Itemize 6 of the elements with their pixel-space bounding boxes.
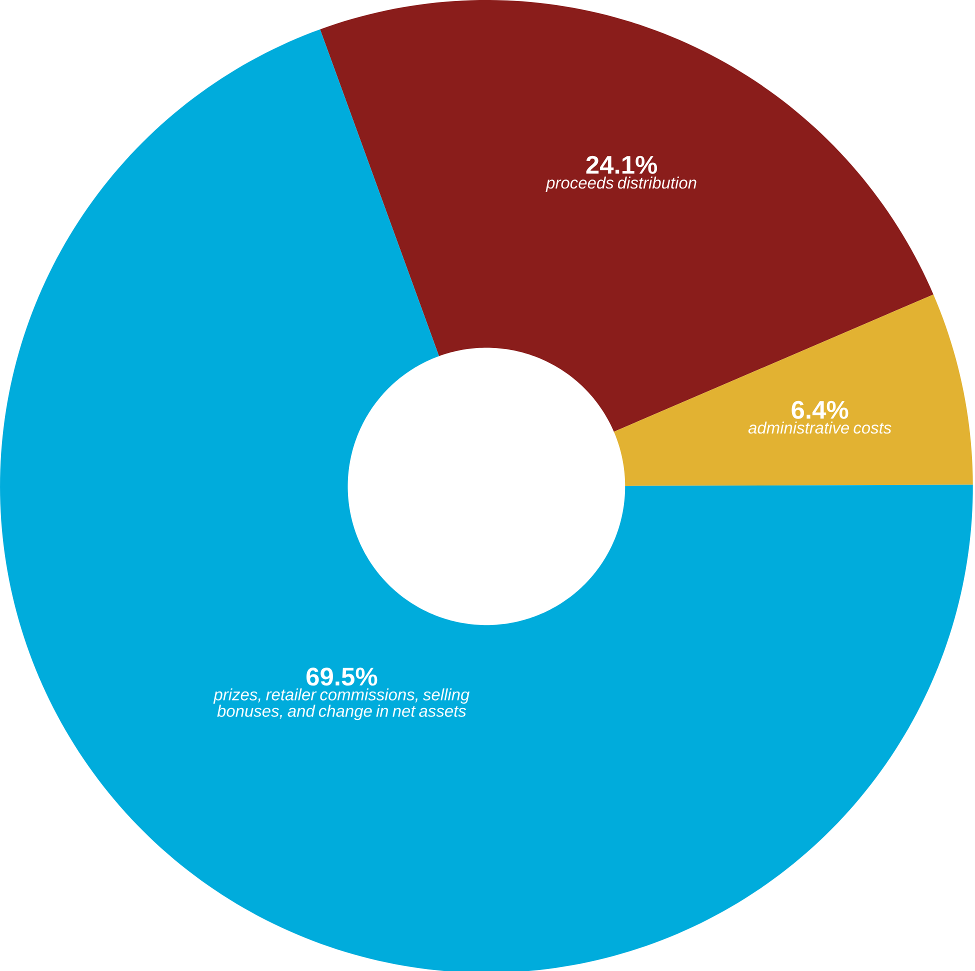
data-label: 24.1% <box>586 156 658 174</box>
slice-label: proceeds distribution <box>546 176 696 192</box>
slice-label: administrative costs <box>748 422 892 434</box>
data-label: 6.4% <box>792 400 848 420</box>
slice-label: prizes, retailer commissions, selling bonuses, and change in net assets <box>213 688 470 720</box>
data-label: 69.5% <box>306 668 378 686</box>
